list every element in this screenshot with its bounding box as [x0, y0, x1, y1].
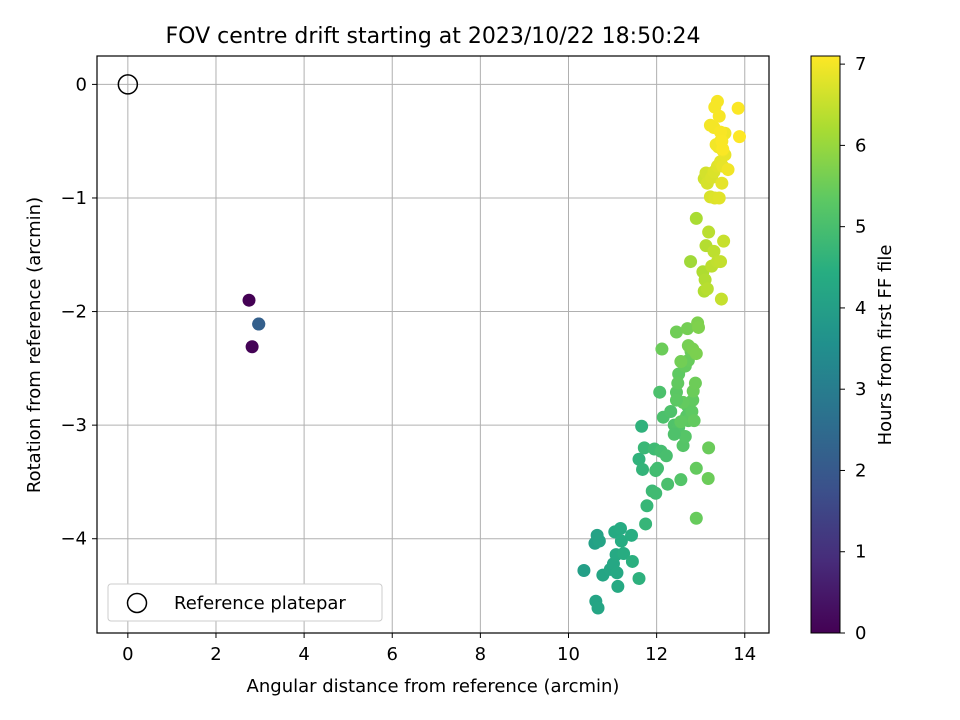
data-point — [636, 462, 650, 476]
data-point — [714, 255, 728, 269]
data-point — [617, 546, 631, 560]
data-point — [655, 342, 669, 356]
colorbar-tick-label: 0 — [855, 623, 866, 644]
data-point — [252, 317, 266, 331]
data-point — [632, 571, 646, 585]
data-point — [691, 320, 705, 334]
y-tick-label: −2 — [60, 302, 87, 323]
colorbar-tick-label: 1 — [855, 542, 866, 563]
colorbar-tick-label: 7 — [855, 54, 866, 75]
data-point — [731, 101, 745, 115]
x-tick-label: 8 — [475, 644, 486, 665]
data-point — [674, 415, 688, 429]
x-axis-label: Angular distance from reference (arcmin) — [247, 676, 620, 697]
data-point — [689, 511, 703, 525]
data-point — [689, 461, 703, 475]
y-tick-label: −1 — [60, 188, 87, 209]
y-tick-label: −3 — [60, 415, 87, 436]
x-tick-label: 4 — [298, 644, 309, 665]
data-point — [614, 534, 628, 548]
data-point — [689, 347, 703, 361]
data-point — [716, 142, 730, 156]
data-point — [678, 430, 692, 444]
data-point — [707, 244, 721, 258]
data-point — [651, 461, 665, 475]
data-point — [653, 385, 667, 399]
x-axis-ticks: 0 2 4 6 8 10 12 14 — [122, 633, 756, 665]
legend-entry: Reference platepar — [174, 593, 346, 614]
y-axis-label: Rotation from reference (arcmin) — [24, 197, 45, 493]
data-point — [669, 393, 683, 407]
x-tick-label: 12 — [645, 644, 668, 665]
data-point — [701, 472, 715, 486]
data-point — [674, 355, 688, 369]
legend-marker — [126, 592, 148, 614]
colorbar-tick-label: 2 — [855, 460, 866, 481]
data-point — [242, 293, 256, 307]
data-point — [639, 517, 653, 531]
y-tick-label: 0 — [76, 74, 87, 95]
x-tick-label: 6 — [387, 644, 398, 665]
y-tick-label: −4 — [60, 529, 87, 550]
colorbar-tick-label: 5 — [855, 217, 866, 238]
data-point — [710, 94, 724, 108]
data-point — [610, 566, 624, 580]
data-point — [680, 322, 694, 336]
reference-platepar-marker — [117, 74, 139, 95]
data-point — [689, 211, 703, 225]
data-point — [667, 427, 681, 441]
data-point — [649, 486, 663, 500]
x-tick-label: 2 — [210, 644, 221, 665]
data-point — [721, 163, 735, 177]
data-point — [591, 601, 605, 615]
data-point — [613, 522, 627, 536]
data-point — [712, 191, 726, 205]
data-point — [715, 176, 729, 190]
data-point — [245, 340, 259, 354]
data-point — [664, 405, 678, 419]
data-point — [611, 579, 625, 593]
data-point — [688, 376, 702, 390]
data-point — [635, 419, 649, 433]
x-tick-label: 10 — [557, 644, 580, 665]
colorbar-tick-label: 6 — [855, 135, 866, 156]
data-point — [661, 477, 675, 491]
data-point — [687, 414, 701, 428]
colorbar-ticks: 0 1 2 3 4 5 6 7 — [840, 54, 866, 644]
colorbar-label: Hours from first FF file — [875, 245, 896, 446]
data-point — [592, 534, 606, 548]
colorbar-frame — [810, 55, 841, 634]
colorbar — [811, 56, 840, 633]
x-tick-label: 0 — [122, 644, 133, 665]
data-point — [714, 292, 728, 306]
data-point — [702, 441, 716, 455]
data-point — [684, 255, 698, 269]
colorbar-tick-label: 4 — [855, 298, 866, 319]
scatter-points — [242, 94, 746, 615]
chart-title: FOV centre drift starting at 2023/10/22 … — [166, 24, 701, 49]
data-point — [674, 473, 688, 487]
data-point — [669, 325, 683, 339]
data-point — [632, 452, 646, 466]
data-point — [625, 528, 639, 542]
legend: Reference platepar — [107, 583, 383, 622]
data-point — [640, 499, 654, 513]
data-point — [717, 234, 731, 248]
plot-frame — [96, 55, 770, 634]
grid-lines — [97, 56, 769, 633]
data-point — [732, 130, 746, 144]
data-point — [702, 225, 716, 239]
legend-box — [107, 583, 383, 622]
data-point — [577, 564, 591, 578]
data-point — [712, 109, 726, 123]
x-tick-label: 14 — [733, 644, 756, 665]
data-point — [625, 554, 639, 568]
data-point — [671, 376, 685, 390]
data-point — [637, 441, 651, 455]
y-axis-ticks: 0 −1 −2 −3 −4 — [60, 74, 97, 550]
data-point — [700, 282, 714, 296]
colorbar-tick-label: 3 — [855, 379, 866, 400]
data-point — [659, 449, 673, 463]
